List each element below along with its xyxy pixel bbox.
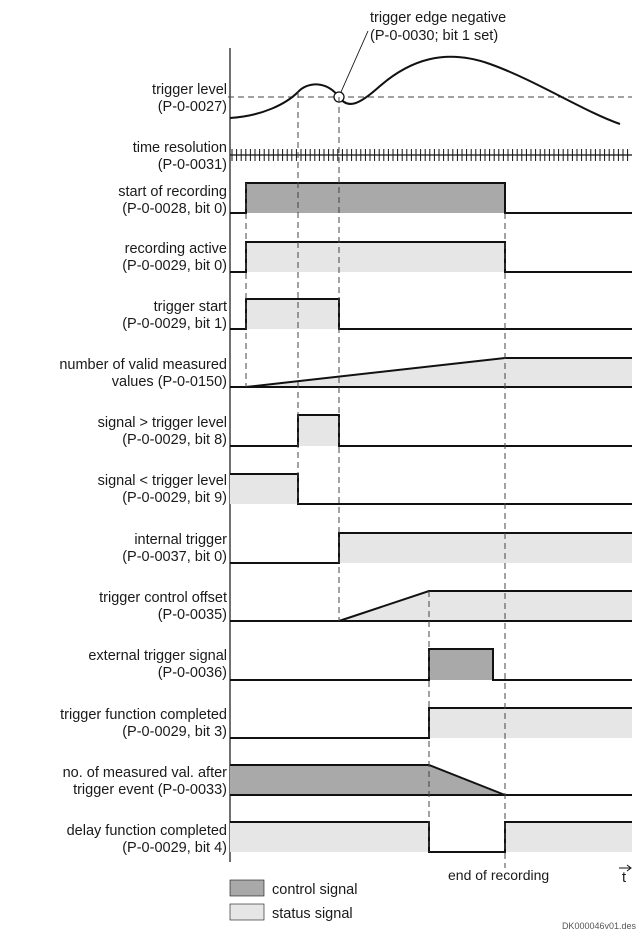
row-label-external-trigger-signal-line2: (P-0-0036) <box>158 665 227 681</box>
row-label-trigger-start-line1: trigger start <box>154 299 227 315</box>
legend-control-label: control signal <box>272 882 357 898</box>
row-label-trigger-level-line2: (P-0-0027) <box>158 99 227 115</box>
trigger-completed-fill <box>429 708 632 738</box>
valid-values-fill <box>246 358 632 387</box>
row-label-start-of-recording-line1: start of recording <box>118 184 227 200</box>
trigger-edge-annotation-line2: (P-0-0030; bit 1 set) <box>370 28 498 44</box>
internal-trigger-fill <box>339 533 632 563</box>
row-label-trigger-start-line2: (P-0-0029, bit 1) <box>122 316 227 332</box>
signal-lt-fill <box>230 474 298 504</box>
event-markers <box>245 92 506 868</box>
trigger-offset-fill <box>339 591 632 621</box>
signal-lt-signal <box>230 473 632 505</box>
row-label-time-resolution-line2: (P-0-0031) <box>158 157 227 173</box>
row-label-internal-trigger-line2: (P-0-0037, bit 0) <box>122 549 227 565</box>
row-label-signal-lt-trigger-line1: signal < trigger level <box>98 473 227 489</box>
start-of-recording-fill <box>246 183 505 213</box>
row-label-delay-function-completed-line2: (P-0-0029, bit 4) <box>122 840 227 856</box>
row-label-start-of-recording-line2: (P-0-0028, bit 0) <box>122 201 227 217</box>
delay-completed-fill-2 <box>505 822 632 852</box>
legend-status-label: status signal <box>272 906 353 922</box>
row-label-delay-function-completed-line1: delay function completed <box>67 823 227 839</box>
end-of-recording-label: end of recording <box>448 867 549 883</box>
row-label-signal-gt-trigger-line2: (P-0-0029, bit 8) <box>122 432 227 448</box>
row-label-signal-lt-trigger-line2: (P-0-0029, bit 9) <box>122 490 227 506</box>
signal-gt-fill <box>298 415 339 446</box>
measured-after-fill <box>230 765 505 795</box>
delay-completed-fill-1 <box>230 822 429 852</box>
trigger-edge-annotation-line1: trigger edge negative <box>370 10 506 26</box>
recording-active-signal <box>230 241 632 273</box>
trigger-edge-leader-line <box>340 30 369 93</box>
row-label-signal-gt-trigger-line1: signal > trigger level <box>98 415 227 431</box>
legend-status-swatch <box>229 903 265 921</box>
row-label-time-resolution-line1: time resolution <box>133 140 227 156</box>
row-label-valid-measured-values-line2: values (P-0-0150) <box>112 374 227 390</box>
row-label-trigger-function-completed-line1: trigger function completed <box>60 707 227 723</box>
row-labels: trigger level(P-0-0027)time resolution(P… <box>59 82 227 856</box>
time-axis-label: t <box>622 870 626 886</box>
signal-gt-signal <box>230 414 632 447</box>
legend-control-swatch <box>229 879 265 897</box>
row-label-trigger-control-offset-line2: (P-0-0035) <box>158 607 227 623</box>
recording-active-fill <box>246 242 505 272</box>
time-resolution-ticks <box>230 149 632 161</box>
figure-code: DK000046v01.des <box>562 921 637 931</box>
trigger-start-fill <box>246 299 339 329</box>
start-of-recording-signal <box>230 182 632 214</box>
row-label-external-trigger-signal-line1: external trigger signal <box>88 648 227 664</box>
trigger-level-signal-curve <box>229 55 621 125</box>
delay-completed-signal <box>230 821 632 853</box>
trigger-start-signal <box>230 298 632 330</box>
row-label-valid-measured-values-line1: number of valid measured <box>59 357 227 373</box>
row-label-trigger-level-line1: trigger level <box>152 82 227 98</box>
row-label-measured-after-trigger-line1: no. of measured val. after <box>63 765 228 781</box>
row-label-trigger-control-offset-line1: trigger control offset <box>99 590 227 606</box>
external-trigger-signal <box>230 648 632 681</box>
time-arrowhead-icon <box>626 864 632 872</box>
row-label-measured-after-trigger-line2: trigger event (P-0-0033) <box>73 782 227 798</box>
row-label-recording-active-line2: (P-0-0029, bit 0) <box>122 258 227 274</box>
row-label-internal-trigger-line1: internal trigger <box>134 532 227 548</box>
external-trigger-fill <box>429 649 493 680</box>
row-label-recording-active-line1: recording active <box>125 241 227 257</box>
row-label-trigger-function-completed-line2: (P-0-0029, bit 3) <box>122 724 227 740</box>
